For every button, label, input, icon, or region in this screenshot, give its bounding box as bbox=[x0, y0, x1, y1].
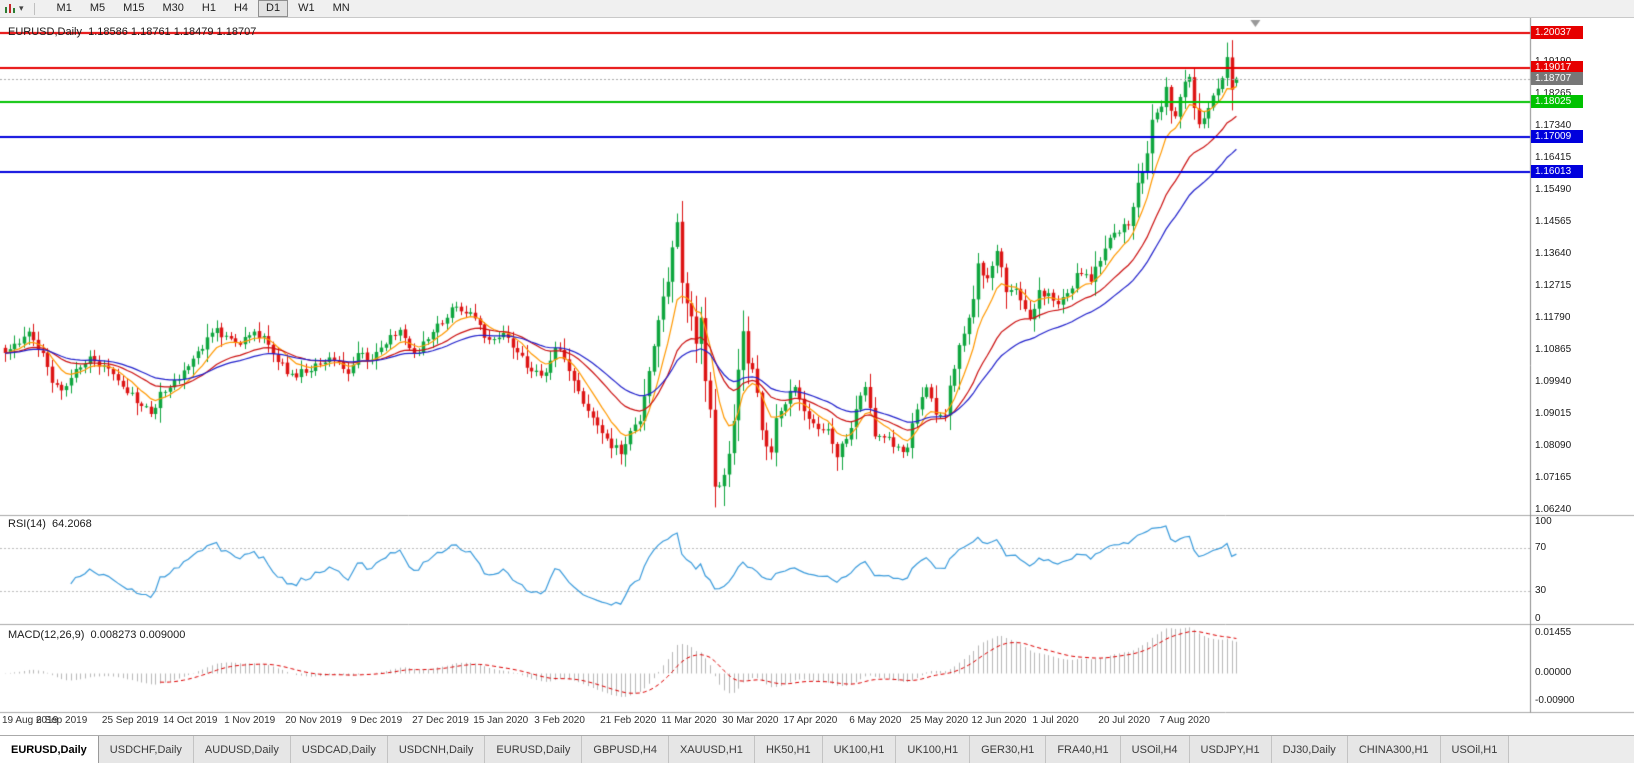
timeframe-button-m30[interactable]: M30 bbox=[162, 2, 184, 14]
symbol-tab-1-usdchf-daily[interactable]: USDCHF,Daily bbox=[98, 736, 194, 763]
price-tag-1.17009[interactable]: 1.17009 bbox=[1531, 130, 1583, 144]
timeframe-button-m1[interactable]: M1 bbox=[56, 2, 72, 14]
symbol-tab-10-uk100-h1[interactable]: UK100,H1 bbox=[896, 736, 971, 763]
dropdown-caret-icon[interactable]: ▾ bbox=[19, 3, 24, 13]
symbol-tab-2-audusd-daily[interactable]: AUDUSD,Daily bbox=[193, 736, 291, 763]
symbol-tab-6-gbpusd-h4[interactable]: GBPUSD,H4 bbox=[582, 736, 669, 763]
timeframe-buttons-group: M1 M5 M15 M30 H1 H4 D1 W1 MN bbox=[49, 0, 358, 17]
chart-mode-icon[interactable] bbox=[4, 3, 18, 15]
symbol-tab-4-usdcnh-daily[interactable]: USDCNH,Daily bbox=[387, 736, 486, 763]
symbol-tab-8-hk50-h1[interactable]: HK50,H1 bbox=[754, 736, 823, 763]
current-price-tag: 1.18707 bbox=[1531, 71, 1583, 85]
timeframe-button-m5[interactable]: M5 bbox=[89, 2, 106, 14]
timeframe-button-m15[interactable]: M15 bbox=[123, 2, 145, 14]
symbol-tab-11-ger30-h1[interactable]: GER30,H1 bbox=[970, 736, 1047, 763]
symbol-tab-16-china300-h1[interactable]: CHINA300,H1 bbox=[1347, 736, 1441, 763]
symbol-tab-9-uk100-h1[interactable]: UK100,H1 bbox=[822, 736, 897, 763]
price-tag-1.16013[interactable]: 1.16013 bbox=[1531, 164, 1583, 178]
symbol-tab-5-eurusd-daily[interactable]: EURUSD,Daily bbox=[485, 736, 583, 763]
symbol-tab-12-fra40-h1[interactable]: FRA40,H1 bbox=[1046, 736, 1121, 763]
symbol-tab-13-usoil-h4[interactable]: USOil,H4 bbox=[1120, 736, 1190, 763]
price-chart-canvas[interactable] bbox=[0, 18, 1634, 735]
symbol-tab-bar: EURUSD,Daily USDCHF,Daily AUDUSD,Daily USDC… bbox=[0, 735, 1634, 763]
symbol-tab-3-usdcad-daily[interactable]: USDCAD,Daily bbox=[290, 736, 388, 763]
symbol-tab-14-usdjpy-h1[interactable]: USDJPY,H1 bbox=[1189, 736, 1272, 763]
symbol-tab-15-dj30-daily[interactable]: DJ30,Daily bbox=[1271, 736, 1348, 763]
chart-area: EURUSD,Daily 1.18586 1.18761 1.18479 1.1… bbox=[0, 18, 1634, 735]
price-tag-1.20037[interactable]: 1.20037 bbox=[1531, 25, 1583, 39]
symbol-tab-0-eurusd-daily[interactable]: EURUSD,Daily bbox=[0, 736, 99, 763]
symbol-tab-7-xauusd-h1[interactable]: XAUUSD,H1 bbox=[668, 736, 755, 763]
timeframe-button-mn[interactable]: MN bbox=[332, 2, 350, 14]
toolbar-separator bbox=[33, 2, 35, 15]
price-tag-1.18025[interactable]: 1.18025 bbox=[1531, 95, 1583, 109]
timeframe-toolbar: ▾ M1 M5 M15 M30 H1 H4 D1 W1 MN bbox=[0, 0, 1634, 18]
timeframe-button-h1[interactable]: H1 bbox=[201, 2, 216, 14]
timeframe-button-d1[interactable]: D1 bbox=[258, 0, 289, 17]
timeframe-button-w1[interactable]: W1 bbox=[298, 2, 315, 14]
symbol-tab-17-usoil-h1[interactable]: USOil,H1 bbox=[1440, 736, 1510, 763]
price-tag-1.19017[interactable]: 1.19017 bbox=[1531, 60, 1583, 74]
timeframe-button-h4[interactable]: H4 bbox=[233, 2, 249, 14]
